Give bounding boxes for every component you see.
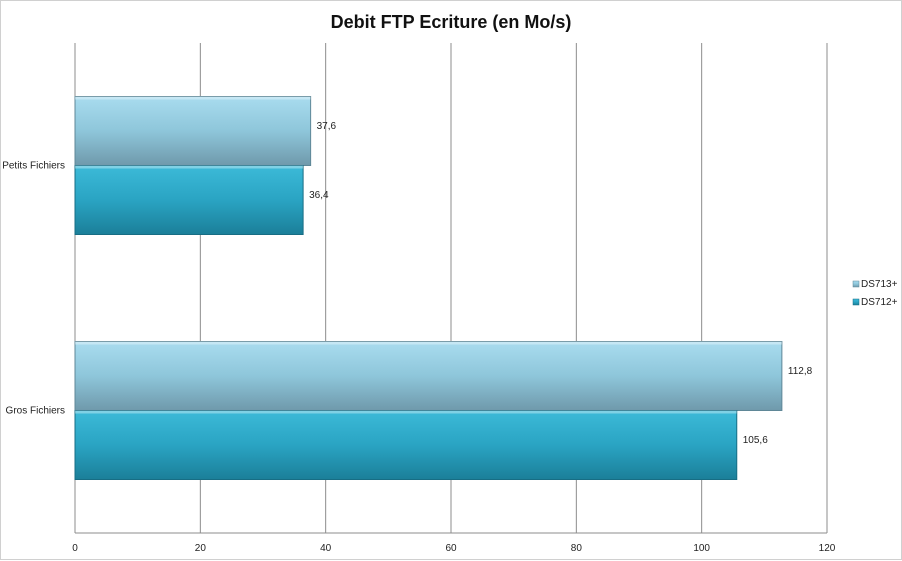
legend-swatch <box>852 298 860 306</box>
bar-ds712-0 <box>74 165 304 235</box>
legend-label: DS713+ <box>861 279 898 290</box>
legend-label: DS712+ <box>861 297 898 308</box>
bar-ds712-1 <box>74 410 738 480</box>
category-label: Gros Fichiers <box>6 406 65 417</box>
legend: DS713+ DS712+ <box>852 279 898 308</box>
bar-highlight <box>75 165 304 169</box>
x-tick-label: 20 <box>195 543 207 554</box>
legend-swatch <box>852 280 860 288</box>
labels-layer: 0 20 40 60 80 100 120 Petits Fichiers 37,6 36,4 Gr… <box>2 121 836 554</box>
data-label: 112,8 <box>788 366 813 377</box>
x-tick-label: 80 <box>571 543 583 554</box>
data-label: 36,4 <box>309 190 329 201</box>
x-tick-label: 60 <box>445 543 457 554</box>
bar-highlight <box>75 410 737 414</box>
bar-group <box>74 341 783 411</box>
x-tick-label: 0 <box>72 543 78 554</box>
bars-layer <box>74 96 783 480</box>
bar-group <box>74 410 738 480</box>
bar-group <box>74 165 304 235</box>
x-tick-label: 100 <box>693 543 710 554</box>
x-tick-label: 40 <box>320 543 332 554</box>
bar-ds713-1 <box>74 341 783 411</box>
data-label: 105,6 <box>743 435 768 446</box>
category-label: Petits Fichiers <box>2 161 65 172</box>
x-tick-label: 120 <box>819 543 836 554</box>
bar-highlight <box>75 341 782 345</box>
bar-highlight <box>75 96 311 100</box>
data-label: 37,6 <box>317 121 337 132</box>
chart-title: Debit FTP Ecriture (en Mo/s) <box>331 12 572 32</box>
bar-ds713-0 <box>74 96 312 166</box>
bar-group <box>74 96 312 166</box>
